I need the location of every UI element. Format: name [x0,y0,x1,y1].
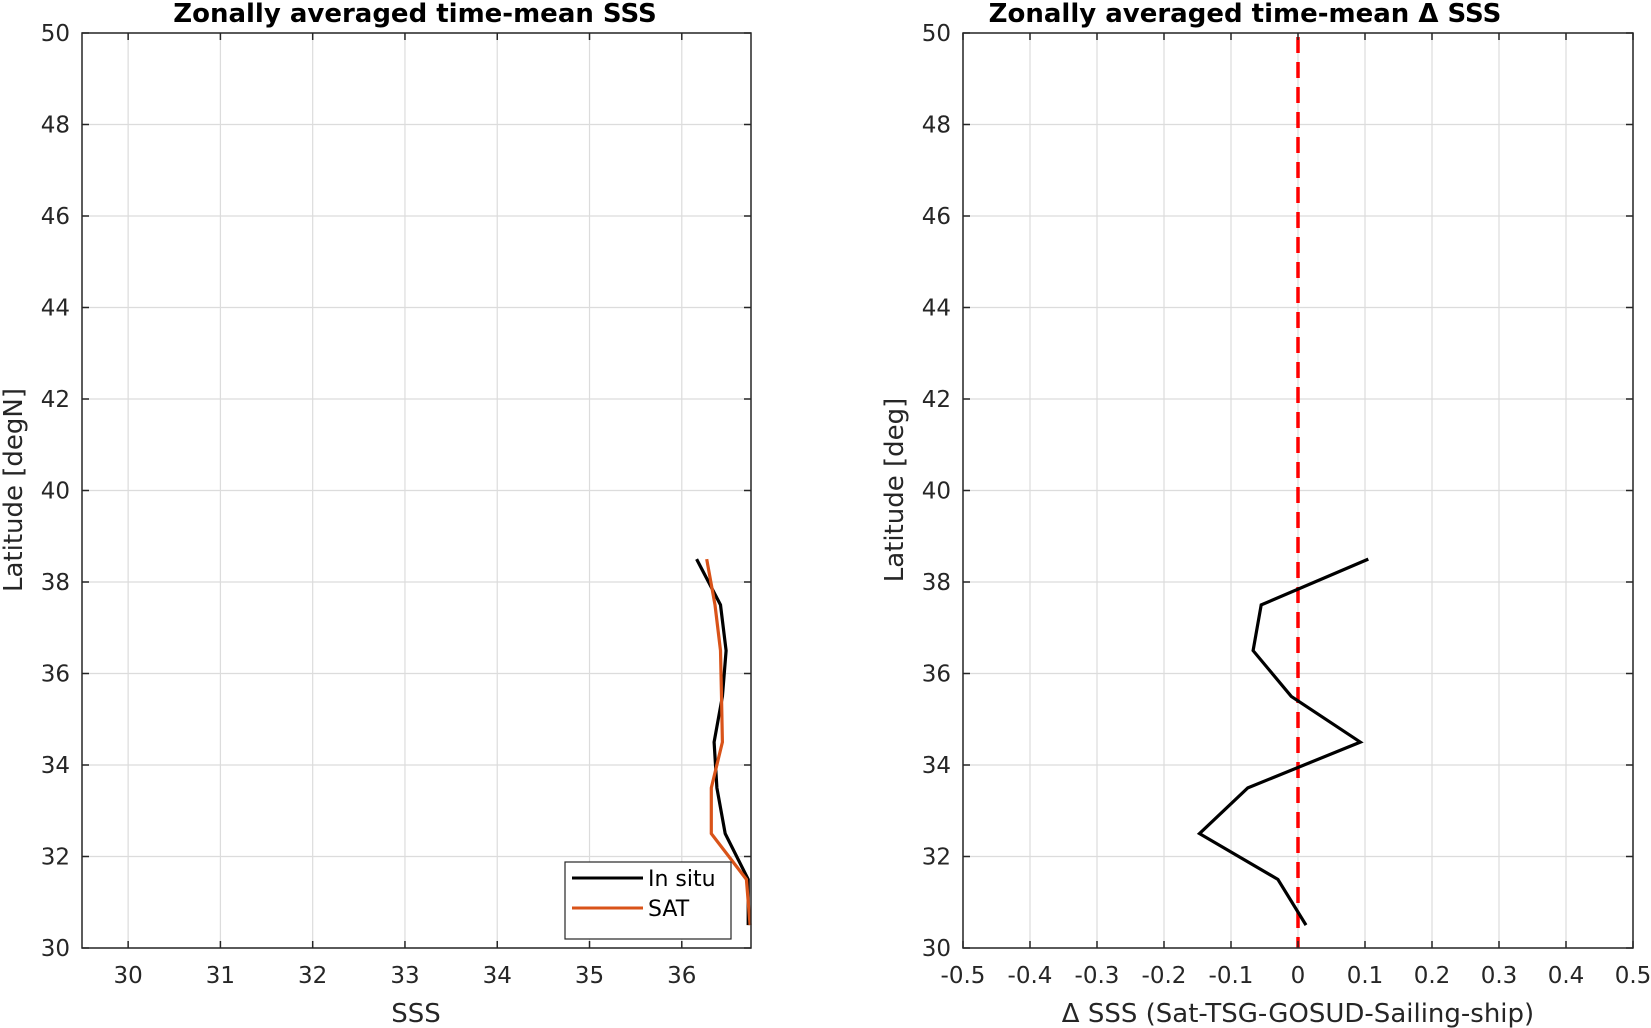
delta-sss-x-tick-label: -0.1 [1209,963,1254,989]
delta-sss-x-tick-label: -0.5 [941,963,986,989]
sss-y-tick-label: 50 [41,21,70,47]
delta-sss-x-tick-label: -0.2 [1142,963,1187,989]
sss-y-tick-label: 32 [41,845,70,871]
sss-legend: In situ SAT [564,861,732,940]
delta-sss-chart-title: Zonally averaged time-mean Δ SSS [989,0,1502,29]
delta-sss-y-tick-label: 36 [922,662,951,688]
delta-sss-y-tick-label: 40 [922,479,951,505]
sss-y-tick-label: 34 [41,753,70,779]
delta-sss-y-tick-label: 30 [922,936,951,962]
sss-y-tick-label: 38 [41,570,70,596]
sss-legend-box [564,861,732,940]
sss-x-tick-label: 33 [390,963,419,989]
sss-x-tick-label: 34 [483,963,512,989]
delta-sss-y-tick-label: 48 [922,113,951,139]
sss-panel: Zonally averaged time-mean SSS 30 31 32 33 3… [0,0,752,1028]
delta-sss-y-tick-label: 34 [922,753,951,779]
delta-sss-x-tick-label: 0.2 [1414,963,1451,989]
delta-sss-x-tick-label: 0 [1291,963,1306,989]
delta-sss-y-axis-label: Latitude [deg] [880,398,910,583]
sss-x-axis-label: SSS [391,999,441,1028]
sss-chart-title: Zonally averaged time-mean SSS [173,0,657,29]
delta-sss-x-axis-label: Δ SSS (Sat-TSG-GOSUD-Sailing-ship) [1062,999,1534,1028]
sss-y-tick-label: 42 [41,387,70,413]
sss-x-tick-label: 36 [667,963,696,989]
sss-y-axis-label: Latitude [degN] [0,388,29,592]
delta-sss-y-tick-label: 42 [922,387,951,413]
delta-sss-x-tick-label: -0.3 [1075,963,1120,989]
delta-sss-series-layer [1196,557,1369,926]
sss-x-tick-label: 35 [575,963,604,989]
sss-series-line-in-situ [695,558,750,926]
sss-y-tick-label: 44 [41,296,70,322]
legend-label-in-situ: In situ [648,867,716,892]
delta-sss-x-tick-label: 0.5 [1615,963,1651,989]
delta-sss-x-tick-label: 0.4 [1548,963,1585,989]
delta-sss-series-line-1 [1196,557,1369,926]
sss-x-tick-label: 31 [206,963,235,989]
sss-y-tick-label: 36 [41,662,70,688]
sss-series-layer [695,558,752,926]
sss-y-tick-label: 40 [41,479,70,505]
delta-sss-y-tick-label: 38 [922,570,951,596]
sss-ticks: 30 31 32 33 34 35 36 30 32 34 36 38 40 42 44 46 48 50 [41,21,751,989]
sss-y-tick-label: 48 [41,113,70,139]
delta-sss-y-tick-label: 46 [922,204,951,230]
sss-x-tick-label: 30 [113,963,142,989]
delta-sss-y-tick-label: 44 [922,296,951,322]
delta-sss-y-tick-label: 32 [922,845,951,871]
sss-y-tick-label: 30 [41,936,70,962]
delta-sss-x-tick-label: 0.1 [1347,963,1384,989]
sss-y-tick-label: 46 [41,204,70,230]
delta-sss-x-tick-label: -0.4 [1008,963,1053,989]
delta-sss-x-tick-label: 0.3 [1481,963,1518,989]
delta-sss-y-tick-label: 50 [922,21,951,47]
sss-x-tick-label: 32 [298,963,327,989]
sss-series-line-sat [705,558,752,926]
delta-sss-ticks: -0.5 -0.4 -0.3 -0.2 -0.1 0 0.1 0.2 0.3 0.4 0.5 30 32… [922,21,1651,989]
delta-sss-panel: Zonally averaged time-mean Δ SSS -0.5 -0.… [880,0,1651,1028]
legend-label-sat: SAT [648,897,690,922]
